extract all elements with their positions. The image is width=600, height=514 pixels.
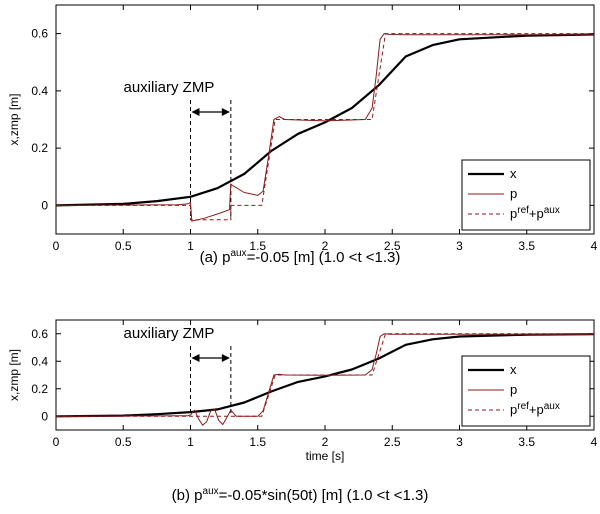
y-axis-label: x,zmp [m] [7, 349, 21, 401]
chart-panel-a: 0 0.5 1 1.5 2 2.5 3 3.5 4 0 0.2 0.4 0.6 x,zmp [m] auxi… [7, 4, 598, 266]
x-tick-label: 2 [322, 435, 329, 449]
y-tick-label: 0 [41, 198, 48, 212]
series-line-x [55, 33, 595, 207]
legend-label-x: x [510, 362, 517, 377]
y-tick-label: 0.4 [31, 84, 48, 98]
x-tick-label: 3 [456, 239, 463, 253]
legend: xp pref+paux [461, 159, 591, 231]
caption: (a) paux=-0.05 [m] (1.0 <t <1.3) [200, 248, 401, 266]
x-tick-label: 4 [591, 435, 598, 449]
y-tick-label: 0.6 [31, 27, 48, 41]
y-axis-label: x,zmp [m] [7, 93, 21, 145]
arrowhead-right [221, 108, 230, 116]
annotation-label: auxiliary ZMP [124, 79, 215, 96]
series-line-p [55, 333, 594, 426]
x-tick-label: 1.5 [249, 239, 266, 253]
legend-box [461, 355, 591, 427]
x-tick-label: 1 [187, 435, 194, 449]
x-tick-label: 0 [53, 239, 60, 253]
y-tick-label: 0.2 [31, 141, 48, 155]
x-tick-label: 3.5 [518, 435, 535, 449]
series-line-pref-paux [56, 33, 594, 221]
x-tick-label: 0.5 [115, 435, 132, 449]
arrowhead-left [191, 354, 200, 362]
x-tick-label: 3.5 [518, 239, 535, 253]
legend: xp pref+paux [461, 355, 591, 427]
x-tick-label: 2 [322, 239, 329, 253]
x-tick-label: 2.5 [384, 435, 401, 449]
x-tick-label: 0 [53, 435, 60, 449]
legend-label-p: p [510, 382, 517, 397]
arrowhead-right [221, 354, 230, 362]
x-axis-label: time [s] [306, 449, 345, 463]
legend-label-pref: pref+paux [510, 205, 560, 221]
y-tick-label: 0.4 [31, 354, 48, 368]
arrowhead-left [191, 108, 200, 116]
x-tick-label: 3 [456, 435, 463, 449]
x-tick-label: 2.5 [384, 239, 401, 253]
caption: (b) paux=-0.05*sin(50t) [m] (1.0 <t <1.3… [172, 486, 429, 504]
legend-label-p: p [510, 186, 517, 201]
series-line-x [55, 333, 595, 418]
y-tick-label: 0.6 [31, 327, 48, 341]
legend-box [461, 159, 591, 231]
x-tick-label: 4 [591, 239, 598, 253]
y-tick-label: 0 [41, 409, 48, 423]
x-tick-label: 0.5 [115, 239, 132, 253]
x-tick-label: 1.5 [249, 435, 266, 449]
annotation-label: auxiliary ZMP [124, 325, 215, 342]
y-tick-label: 0.2 [31, 382, 48, 396]
legend-label-pref: pref+paux [510, 401, 560, 417]
chart-panel-b: 0 0.5 1 1.5 2 2.5 3 3.5 4 0 0.2 0.4 0.6 x,zmp [m] time… [7, 319, 598, 504]
x-tick-label: 1 [187, 239, 194, 253]
legend-label-x: x [510, 166, 517, 181]
series-line-pref-paux [56, 333, 594, 417]
